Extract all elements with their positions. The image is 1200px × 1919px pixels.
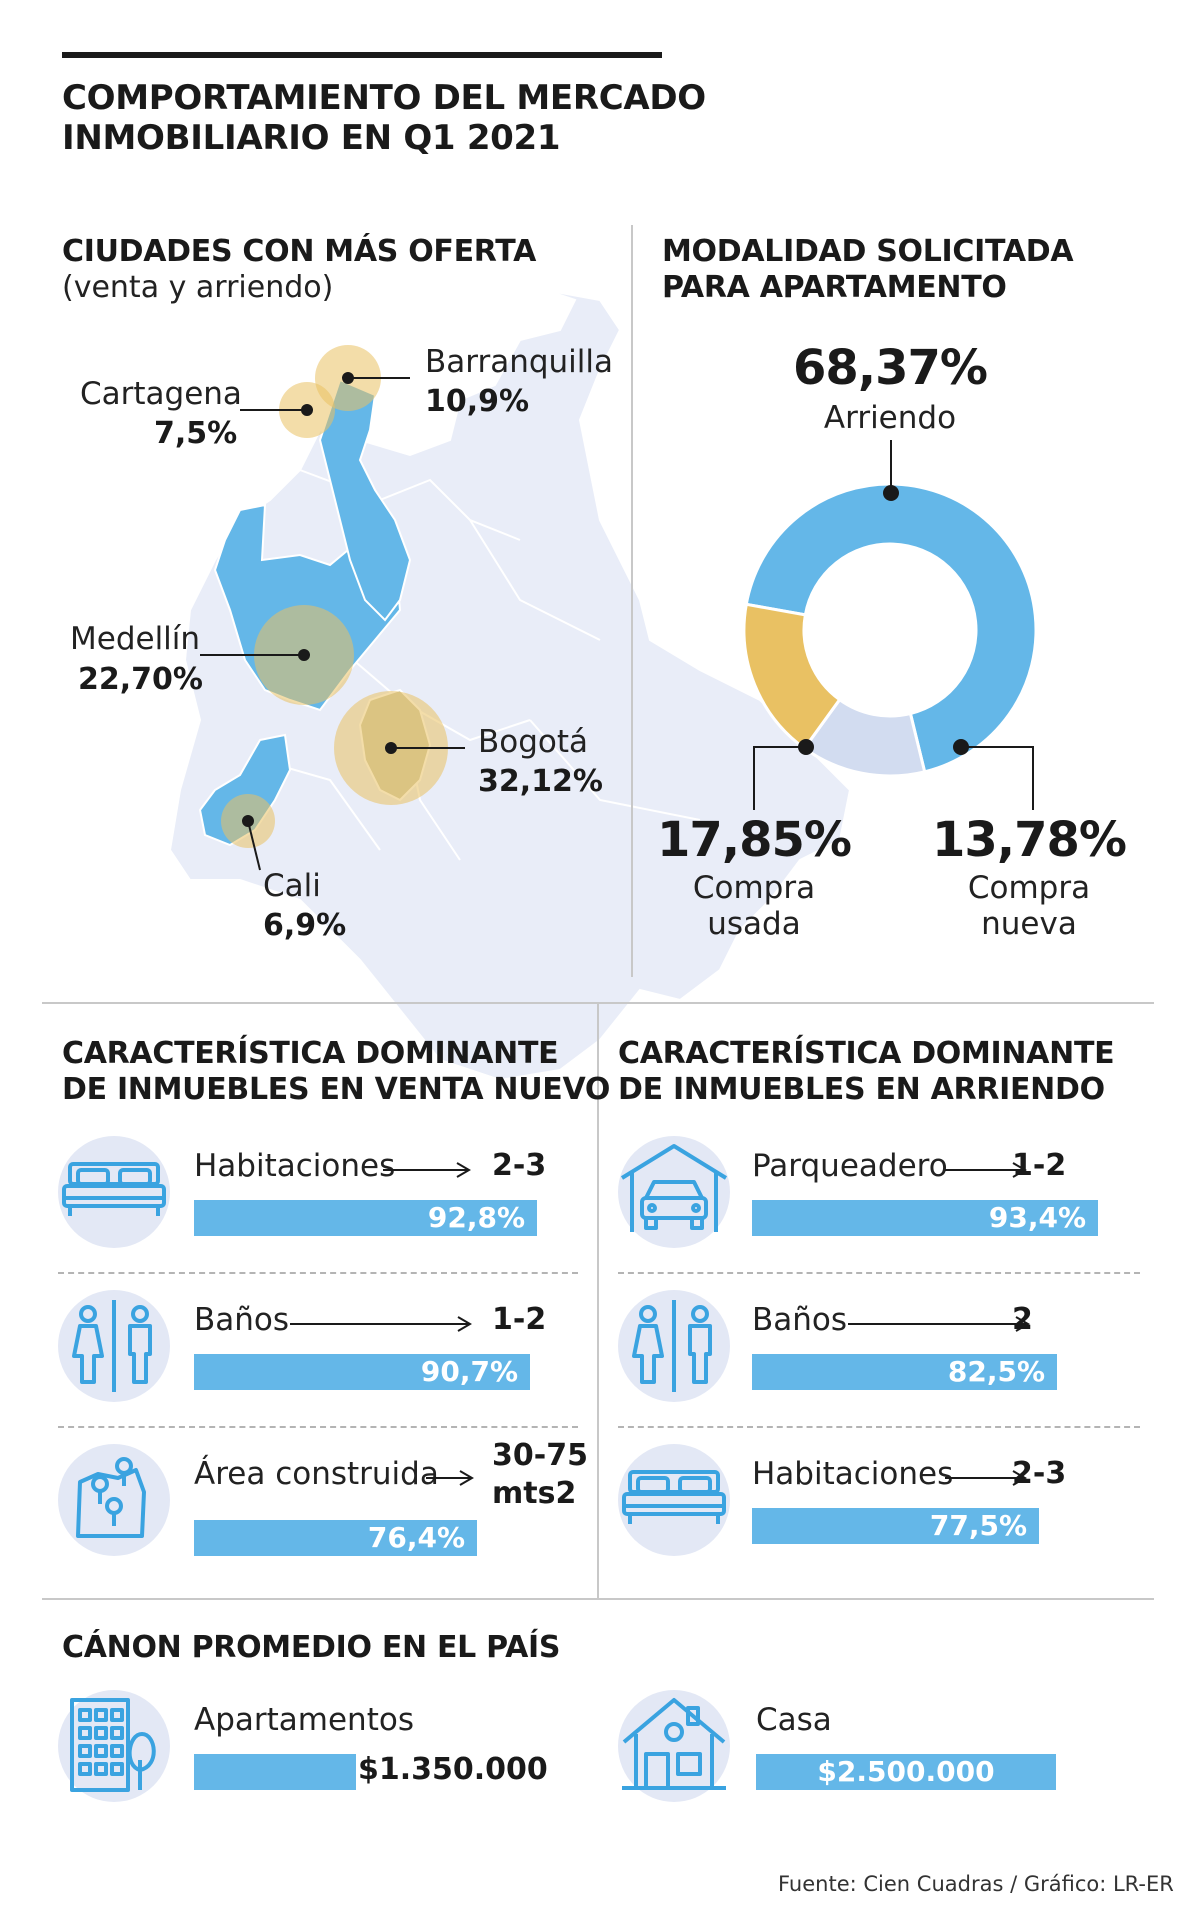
arriendo-item-value-habitaciones: 2-3 [1012, 1456, 1067, 1491]
usada-label-line2: usada [707, 906, 801, 942]
venta-item-label-banos: Baños [194, 1302, 290, 1338]
restroom-icon [618, 1290, 730, 1402]
arrow-icon [426, 1470, 474, 1486]
venta-bar-habitaciones: 92,8% [194, 1200, 537, 1236]
city-value-bogota: 32,12% [478, 764, 603, 799]
modalidad-title-line2: PARA APARTAMENTO [662, 270, 1007, 305]
arrow-icon [290, 1316, 472, 1332]
vertical-divider-middle [597, 1003, 599, 1599]
divider [58, 1272, 578, 1274]
arriendo-bar-parqueadero: 93,4% [752, 1200, 1098, 1236]
canon-apartamentos-value: $1.350.000 [358, 1752, 548, 1787]
usada-value: 17,85% [657, 812, 852, 868]
arrow-icon [383, 1162, 471, 1178]
venta-title: CARACTERÍSTICA DOMINANTE DE INMUEBLES EN… [62, 1036, 610, 1108]
city-name-cartagena: Cartagena [80, 376, 242, 412]
venta-item-value-habitaciones: 2-3 [492, 1148, 547, 1183]
city-name-medellin: Medellín [70, 621, 201, 657]
canon-apartamentos-label: Apartamentos [194, 1702, 414, 1738]
donut-leaders [753, 440, 1034, 810]
venta-item-label-area: Área construida [194, 1456, 439, 1492]
venta-bar-area: 76,4% [194, 1520, 477, 1556]
leader-cali [247, 820, 261, 871]
arriendo-item-label-habitaciones: Habitaciones [752, 1456, 954, 1492]
city-name-bogota: Bogotá [478, 724, 589, 760]
arriendo-item-value-parqueadero: 1-2 [1012, 1148, 1067, 1183]
bed-icon [58, 1136, 170, 1248]
bed-icon [618, 1444, 730, 1556]
header-rule [62, 52, 662, 58]
venta-item-value-banos: 1-2 [492, 1302, 547, 1337]
arriendo-item-value-banos: 2 [1012, 1302, 1033, 1337]
modalidad-title-line1: MODALIDAD SOLICITADA [662, 234, 1074, 269]
arrow-icon [945, 1162, 1027, 1178]
canon-title: CÁNON PROMEDIO EN EL PAÍS [62, 1630, 561, 1665]
map-pin-icon [58, 1444, 170, 1556]
nueva-label-line1: Compra [967, 870, 1091, 906]
city-value-medellin: 22,70% [78, 662, 203, 697]
leader-usada [753, 746, 806, 810]
city-value-cartagena: 7,5% [154, 416, 238, 451]
leader-nueva [961, 746, 1034, 810]
map-atlantico-region [318, 378, 412, 622]
page-title: COMPORTAMIENTO DEL MERCADO INMOBILIARIO … [62, 78, 706, 158]
building-icon [58, 1690, 170, 1802]
donut-slice-usada [742, 602, 842, 751]
cities-title: CIUDADES CON MÁS OFERTA [62, 234, 536, 269]
divider [58, 1426, 578, 1428]
divider [618, 1426, 1140, 1428]
arriendo-title: CARACTERÍSTICA DOMINANTE DE INMUEBLES EN… [618, 1036, 1115, 1108]
city-value-barranquilla: 10,9% [425, 384, 530, 419]
venta-bar-banos: 90,7% [194, 1354, 530, 1390]
house-icon [618, 1690, 730, 1802]
arriendo-item-label-banos: Baños [752, 1302, 848, 1338]
arrow-icon [945, 1470, 1027, 1486]
nueva-label-line2: nueva [981, 906, 1077, 942]
source-note: Fuente: Cien Cuadras / Gráfico: LR-ER [778, 1872, 1174, 1896]
cities-subtitle: (venta y arriendo) [62, 270, 334, 305]
canon-casa-label: Casa [756, 1702, 832, 1738]
venta-item-value-area-line2: mts2 [492, 1476, 577, 1511]
arriendo-title-line1: CARACTERÍSTICA DOMINANTE [618, 1036, 1115, 1071]
page-title-line2: INMOBILIARIO EN Q1 2021 [62, 118, 561, 158]
venta-item-value-area-line1: 30-75 [492, 1438, 588, 1473]
canon-bar-apartamentos [194, 1754, 356, 1790]
horizontal-divider-2 [42, 1598, 1154, 1600]
arriendo-item-label-parqueadero: Parqueadero [752, 1148, 948, 1184]
arriendo-title-line2: DE INMUEBLES EN ARRIENDO [618, 1072, 1105, 1107]
arriendo-value: 68,37% [793, 340, 988, 396]
donut-chart [742, 482, 1038, 778]
venta-title-line1: CARACTERÍSTICA DOMINANTE [62, 1036, 559, 1071]
vertical-divider-top [631, 225, 633, 977]
city-name-cali: Cali [263, 868, 321, 904]
restroom-icon [58, 1290, 170, 1402]
donut-slice-arriendo [744, 482, 1038, 774]
usada-label-line1: Compra [692, 870, 816, 906]
divider [618, 1272, 1140, 1274]
nueva-value: 13,78% [932, 812, 1127, 868]
arriendo-bar-banos: 82,5% [752, 1354, 1057, 1390]
venta-item-label-habitaciones: Habitaciones [194, 1148, 396, 1184]
city-name-barranquilla: Barranquilla [425, 344, 614, 380]
arriendo-bar-habitaciones: 77,5% [752, 1508, 1039, 1544]
garage-car-icon [618, 1136, 730, 1248]
arriendo-label: Arriendo [823, 400, 957, 436]
canon-bar-casa: $2.500.000 [756, 1754, 1056, 1790]
page-title-line1: COMPORTAMIENTO DEL MERCADO [62, 78, 706, 118]
venta-title-line2: DE INMUEBLES EN VENTA NUEVO [62, 1072, 611, 1107]
arrow-icon [848, 1316, 1030, 1332]
city-value-cali: 6,9% [263, 908, 347, 943]
modalidad-title: MODALIDAD SOLICITADA PARA APARTAMENTO [662, 234, 1074, 306]
